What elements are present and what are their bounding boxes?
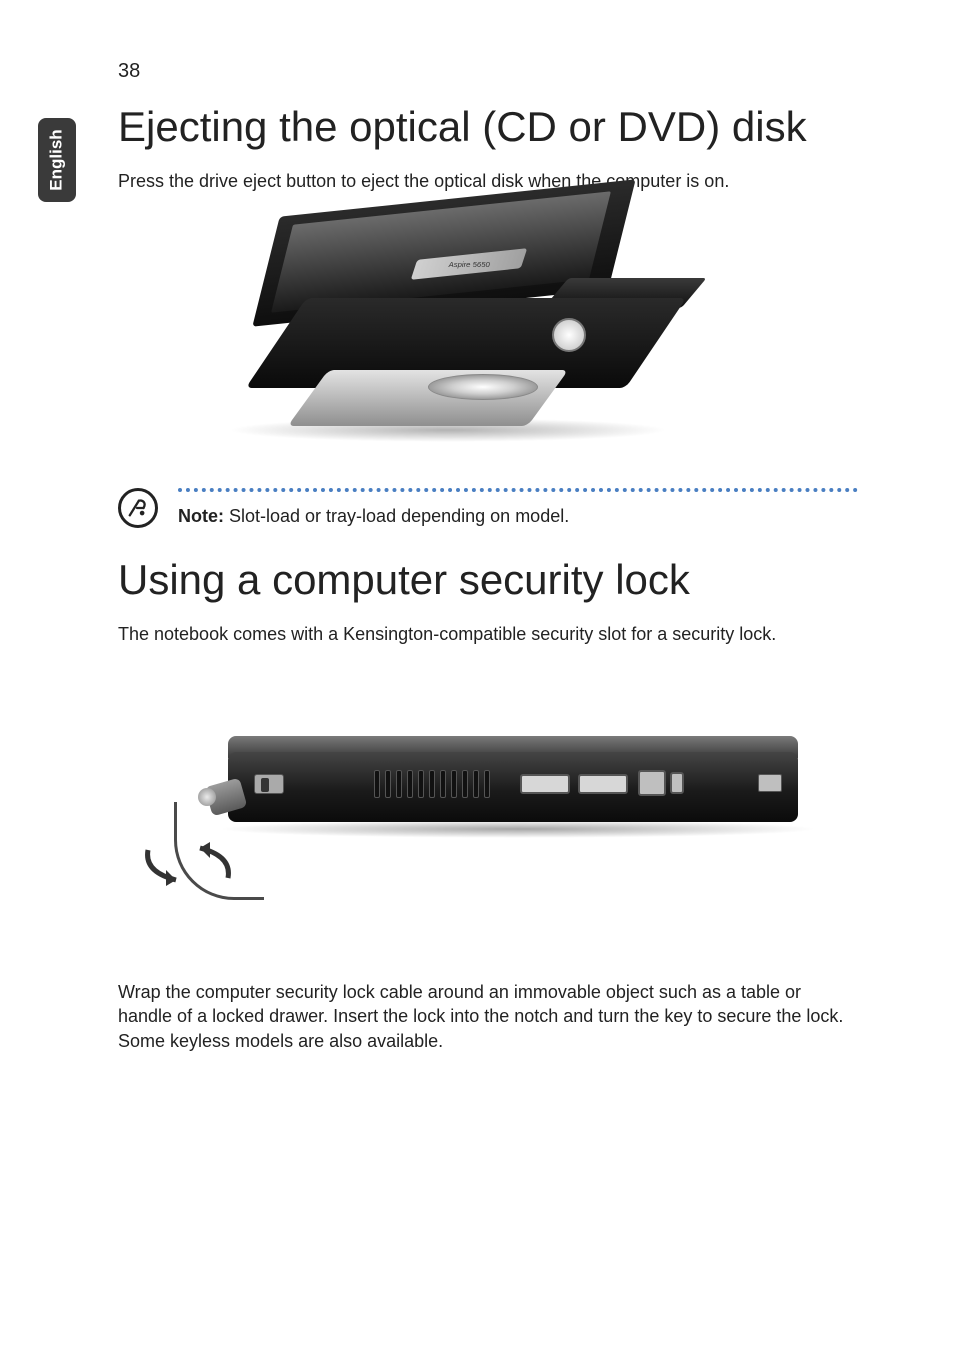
eject-button-marker	[552, 318, 586, 352]
kensington-slot	[254, 774, 284, 794]
figure2-shadow	[218, 820, 818, 838]
page-number: 38	[118, 60, 140, 83]
language-tab: English	[38, 118, 76, 202]
laptop-rear	[228, 752, 798, 822]
rear-port-ethernet	[638, 770, 666, 796]
rear-vents	[374, 770, 504, 802]
section2-outro: Wrap the computer security lock cable ar…	[118, 980, 858, 1053]
note-divider	[178, 488, 858, 492]
rotate-arrow-icon	[142, 842, 234, 891]
note-label: Note:	[178, 506, 224, 526]
note-message: Slot-load or tray-load depending on mode…	[224, 506, 569, 526]
rear-port-vga-2	[578, 774, 628, 794]
laptop-illustration: Aspire 5650	[242, 198, 702, 458]
optical-disc	[428, 374, 538, 400]
note-icon	[118, 488, 158, 528]
section1-intro: Press the drive eject button to eject th…	[118, 169, 858, 193]
note-body: Note: Slot-load or tray-load depending o…	[178, 488, 858, 527]
rear-port-usb	[670, 772, 684, 794]
figure-security-lock	[118, 674, 858, 944]
rear-port-misc	[758, 774, 782, 792]
figure-eject-disk: Aspire 5650	[118, 198, 858, 466]
section2-heading: Using a computer security lock	[118, 556, 858, 604]
brand-label: Aspire 5650	[448, 259, 489, 268]
language-tab-label: English	[47, 129, 67, 190]
rear-port-vga-1	[520, 774, 570, 794]
note: Note: Slot-load or tray-load depending o…	[118, 488, 858, 528]
page: English 38 Ejecting the optical (CD or D…	[0, 0, 954, 1369]
section2-intro: The notebook comes with a Kensington-com…	[118, 622, 858, 646]
content-area: Ejecting the optical (CD or DVD) disk Pr…	[118, 103, 858, 1053]
security-lock	[180, 782, 244, 840]
section1-heading: Ejecting the optical (CD or DVD) disk	[118, 103, 858, 151]
note-text: Note: Slot-load or tray-load depending o…	[178, 506, 858, 527]
